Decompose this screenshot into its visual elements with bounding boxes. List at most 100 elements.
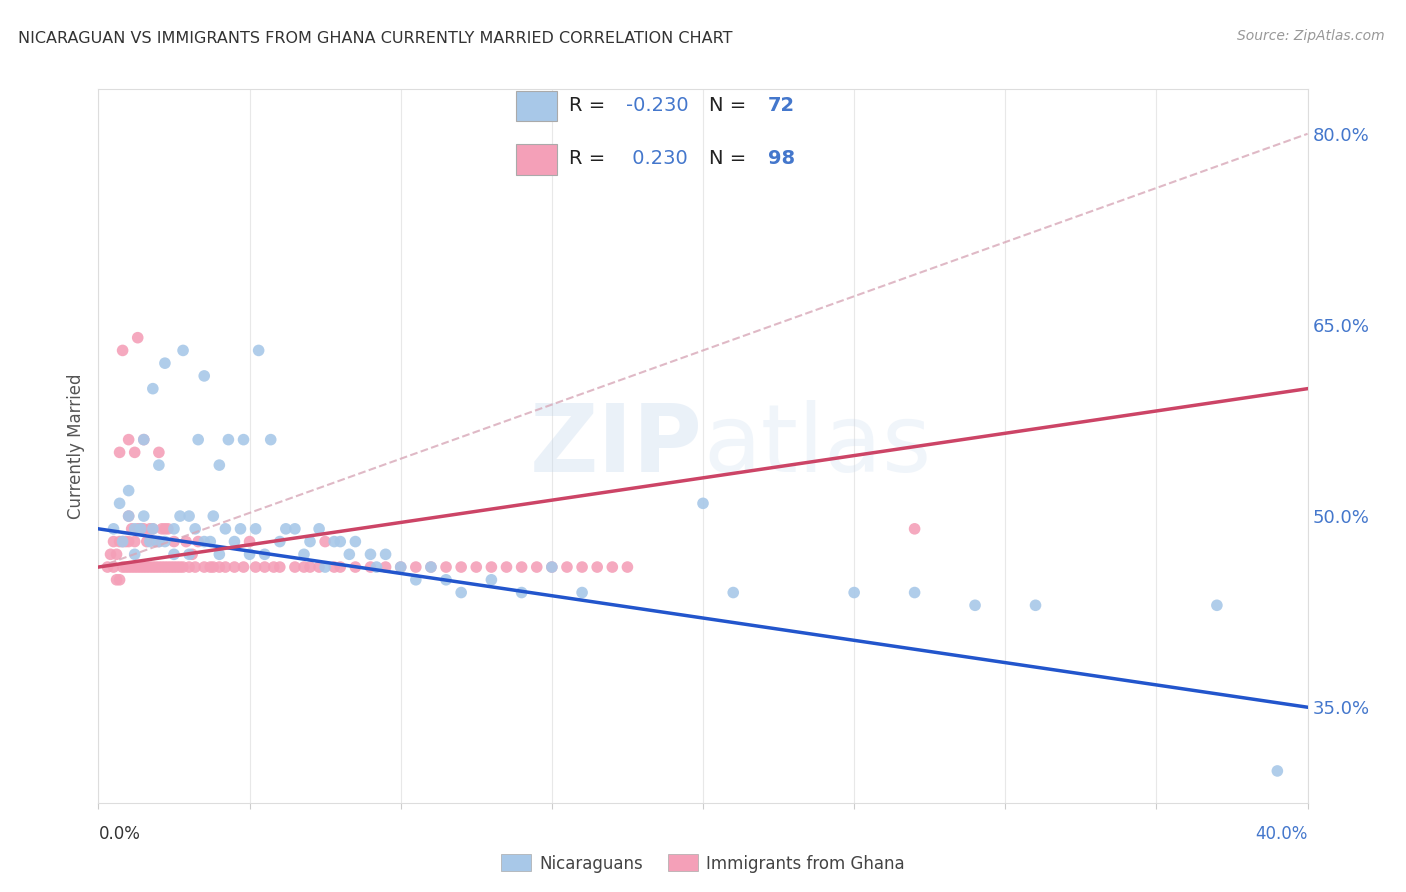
- Point: [229, 522, 252, 536]
- Point: [434, 573, 457, 587]
- Point: [127, 560, 149, 574]
- Point: [105, 573, 128, 587]
- Point: [308, 560, 330, 574]
- Point: [269, 534, 291, 549]
- Point: [329, 560, 352, 574]
- Point: [179, 560, 201, 574]
- Point: [114, 534, 136, 549]
- Point: [114, 560, 136, 574]
- Point: [434, 560, 457, 574]
- Point: [118, 483, 141, 498]
- Point: [208, 547, 231, 561]
- FancyBboxPatch shape: [516, 91, 557, 121]
- Point: [142, 560, 165, 574]
- Point: [153, 534, 176, 549]
- Point: [179, 509, 201, 524]
- Point: [965, 599, 987, 613]
- Point: [844, 585, 866, 599]
- Point: [148, 445, 170, 459]
- Point: [148, 534, 170, 549]
- Point: [337, 547, 360, 561]
- Point: [174, 534, 197, 549]
- Point: [96, 560, 118, 574]
- FancyBboxPatch shape: [516, 144, 557, 175]
- Point: [156, 522, 179, 536]
- Legend: Nicaraguans, Immigrants from Ghana: Nicaraguans, Immigrants from Ghana: [495, 847, 911, 880]
- Point: [108, 534, 131, 549]
- Point: [124, 522, 146, 536]
- Point: [118, 433, 141, 447]
- Point: [184, 522, 207, 536]
- Point: [692, 496, 714, 510]
- Point: [555, 560, 578, 574]
- Point: [540, 560, 562, 574]
- Point: [284, 560, 307, 574]
- Point: [108, 573, 131, 587]
- Y-axis label: Currently Married: Currently Married: [66, 373, 84, 519]
- Text: R =: R =: [568, 149, 612, 169]
- Point: [139, 560, 162, 574]
- Point: [208, 458, 231, 472]
- Point: [481, 573, 503, 587]
- Point: [179, 547, 201, 561]
- Point: [263, 560, 285, 574]
- Point: [135, 534, 157, 549]
- Point: [132, 433, 155, 447]
- Point: [374, 560, 396, 574]
- Point: [129, 560, 152, 574]
- Point: [420, 560, 443, 574]
- Point: [127, 522, 149, 536]
- Point: [260, 433, 283, 447]
- Point: [389, 560, 412, 574]
- Point: [253, 547, 276, 561]
- Point: [169, 560, 191, 574]
- Point: [187, 433, 209, 447]
- Point: [269, 560, 291, 574]
- Point: [135, 560, 157, 574]
- Point: [904, 585, 927, 599]
- Point: [360, 547, 382, 561]
- Point: [118, 509, 141, 524]
- Point: [586, 560, 609, 574]
- Point: [292, 547, 315, 561]
- Point: [217, 433, 239, 447]
- Point: [239, 534, 262, 549]
- Point: [172, 343, 194, 358]
- Point: [360, 560, 382, 574]
- Text: NICARAGUAN VS IMMIGRANTS FROM GHANA CURRENTLY MARRIED CORRELATION CHART: NICARAGUAN VS IMMIGRANTS FROM GHANA CURR…: [18, 31, 733, 46]
- Text: -0.230: -0.230: [626, 96, 689, 115]
- Point: [153, 356, 176, 370]
- Point: [103, 522, 125, 536]
- Text: 0.230: 0.230: [626, 149, 688, 169]
- Point: [108, 445, 131, 459]
- Point: [124, 547, 146, 561]
- Point: [481, 560, 503, 574]
- Point: [163, 534, 186, 549]
- Point: [142, 522, 165, 536]
- Point: [103, 534, 125, 549]
- Point: [142, 382, 165, 396]
- Text: 98: 98: [768, 149, 794, 169]
- Point: [214, 560, 236, 574]
- Point: [904, 522, 927, 536]
- Point: [184, 560, 207, 574]
- Point: [124, 534, 146, 549]
- Point: [323, 560, 346, 574]
- Point: [232, 560, 254, 574]
- Point: [510, 585, 533, 599]
- Point: [150, 560, 173, 574]
- Point: [329, 534, 352, 549]
- Point: [193, 368, 215, 383]
- Point: [253, 560, 276, 574]
- Point: [148, 458, 170, 472]
- Point: [1267, 764, 1289, 778]
- Point: [495, 560, 517, 574]
- Point: [111, 534, 134, 549]
- Point: [1206, 599, 1229, 613]
- Point: [121, 560, 143, 574]
- Point: [389, 560, 412, 574]
- Point: [163, 560, 186, 574]
- Text: atlas: atlas: [703, 400, 931, 492]
- Point: [169, 509, 191, 524]
- Point: [202, 509, 225, 524]
